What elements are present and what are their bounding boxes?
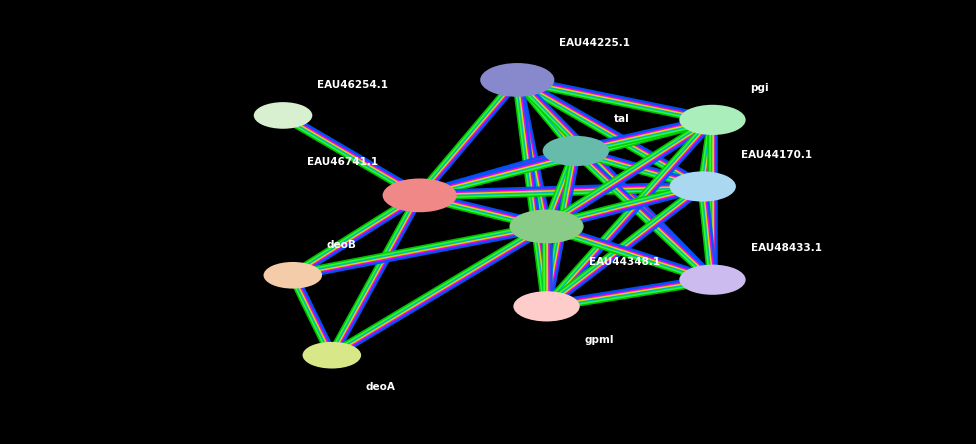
Circle shape xyxy=(513,291,580,321)
Text: EAU44348.1: EAU44348.1 xyxy=(589,257,660,267)
Circle shape xyxy=(264,262,322,289)
Circle shape xyxy=(254,102,312,129)
Text: deoB: deoB xyxy=(327,240,357,250)
Circle shape xyxy=(543,136,609,166)
Circle shape xyxy=(480,63,554,97)
Circle shape xyxy=(509,210,584,243)
Circle shape xyxy=(303,342,361,369)
Text: EAU44225.1: EAU44225.1 xyxy=(559,38,630,48)
Text: EAU44170.1: EAU44170.1 xyxy=(741,150,812,159)
Text: deoA: deoA xyxy=(366,382,396,392)
Circle shape xyxy=(670,171,736,202)
Text: pgi: pgi xyxy=(751,83,769,93)
Circle shape xyxy=(383,178,457,212)
Text: tal: tal xyxy=(614,114,630,124)
Circle shape xyxy=(679,105,746,135)
Text: gpml: gpml xyxy=(585,335,614,345)
Text: EAU46254.1: EAU46254.1 xyxy=(317,80,388,90)
Circle shape xyxy=(679,265,746,295)
Text: EAU46741.1: EAU46741.1 xyxy=(306,157,378,166)
Text: EAU48433.1: EAU48433.1 xyxy=(751,243,822,253)
